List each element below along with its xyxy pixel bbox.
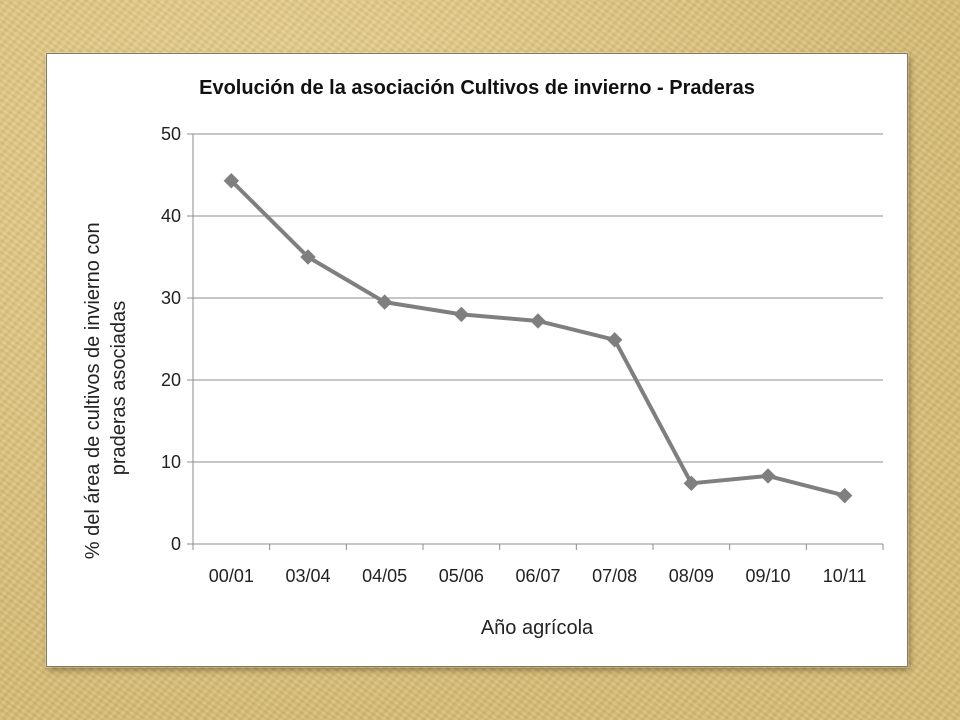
gridlines	[193, 133, 883, 463]
data-point-marker	[530, 313, 546, 329]
x-tick-label: 09/10	[745, 566, 790, 586]
series-line	[229, 179, 846, 498]
y-tick-label: 50	[161, 124, 181, 144]
y-tick-label: 20	[161, 370, 181, 390]
data-point-marker	[683, 475, 700, 492]
data-point-marker	[376, 294, 393, 310]
x-tick-label: 04/05	[362, 566, 407, 586]
y-tick-label: 0	[171, 534, 181, 554]
series-layer	[229, 179, 846, 498]
y-tick-label: 40	[161, 206, 181, 226]
x-tick-label: 08/09	[669, 566, 714, 586]
marker-layer	[223, 173, 853, 504]
chart-title: Evolución de la asociación Cultivos de i…	[199, 77, 755, 99]
x-tick-label: 10/11	[823, 566, 867, 586]
x-tick-labels: 00/01 03/04 04/05 05/06 06/07 07/08 08/09 09/10…	[209, 566, 867, 586]
data-point-marker	[606, 332, 623, 348]
x-tick-label: 03/04	[285, 566, 330, 586]
data-point-marker	[836, 487, 853, 504]
y-tick-label: 30	[161, 288, 181, 308]
line-chart: Evolución de la asociación Cultivos de i…	[82, 77, 884, 639]
data-point-marker	[223, 173, 240, 189]
data-point-marker	[300, 249, 316, 265]
y-tick-label: 10	[161, 452, 181, 472]
x-axis-title: Año agrícola	[481, 617, 594, 639]
data-point-marker	[453, 306, 470, 323]
x-tick-label: 00/01	[209, 566, 254, 586]
data-point-marker	[760, 468, 776, 484]
y-axis-title-line-1: % del área de cultivos de invierno con	[82, 222, 104, 559]
chart-panel: Evolución de la asociación Cultivos de i…	[46, 53, 908, 667]
axes	[187, 133, 884, 550]
x-tick-label: 06/07	[515, 566, 560, 586]
x-tick-label: 05/06	[439, 566, 484, 586]
y-axis-title-line-2: praderas asociadas	[108, 301, 130, 476]
y-tick-labels: 0 10 20 30 40 50	[161, 124, 181, 554]
y-axis-title: % del área de cultivos de invierno con p…	[82, 217, 130, 559]
x-tick-label: 07/08	[592, 566, 637, 586]
